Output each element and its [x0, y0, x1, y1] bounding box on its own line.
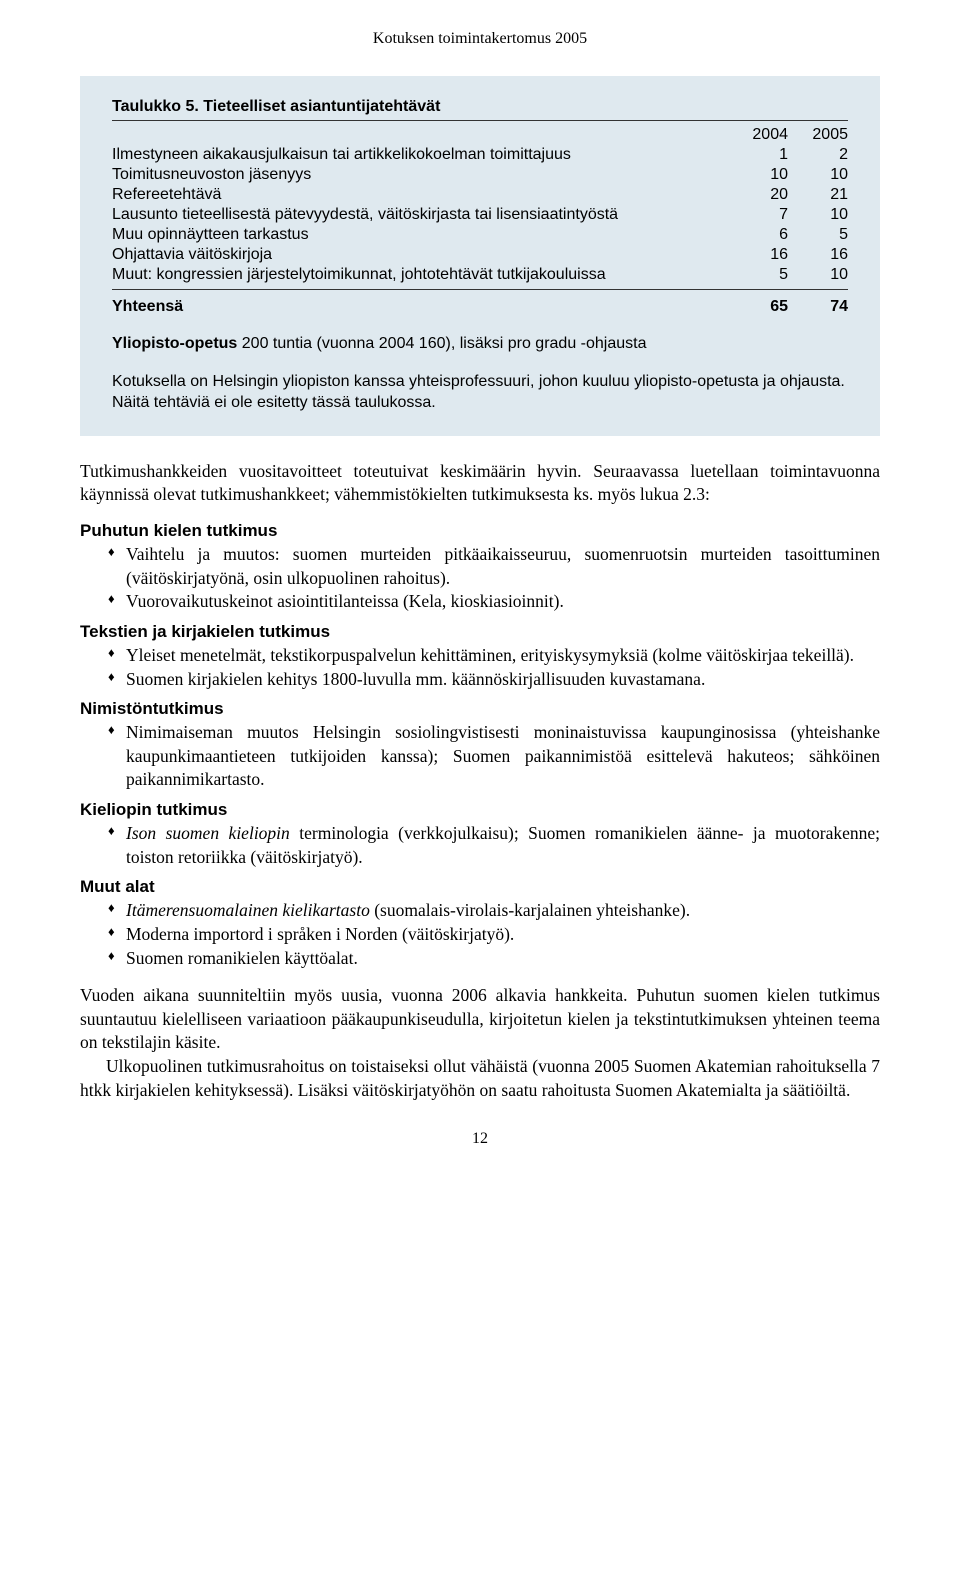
cell: 74 [788, 294, 848, 317]
section-heading: Puhutun kielen tutkimus [80, 521, 880, 541]
section-heading: Kieliopin tutkimus [80, 800, 880, 820]
cell: 1 [728, 145, 788, 165]
cell: Muut: kongressien järjestelytoimikunnat,… [112, 265, 728, 285]
list-item: Vaihtelu ja muutos: suomen murteiden pit… [108, 543, 880, 590]
cell: 5 [728, 265, 788, 285]
list-item: Ison suomen kieliopin terminologia (verk… [108, 822, 880, 869]
table-box: Taulukko 5. Tieteelliset asiantuntijateh… [80, 76, 880, 436]
list-item: Suomen romanikielen käyttöalat. [108, 947, 880, 971]
cell: Yhteensä [112, 294, 728, 317]
col-header: 2005 [788, 125, 848, 145]
cell: 6 [728, 225, 788, 245]
table-row: Muu opinnäytteen tarkastus65 [112, 225, 848, 245]
total-row: Yhteensä 65 74 [112, 294, 848, 317]
table-title: Taulukko 5. Tieteelliset asiantuntijateh… [112, 98, 848, 116]
section-heading: Muut alat [80, 877, 880, 897]
cell: 10 [788, 205, 848, 225]
table-row: Lausunto tieteellisestä pätevyydestä, vä… [112, 205, 848, 225]
cell: 7 [728, 205, 788, 225]
cell: 65 [728, 294, 788, 317]
bullet-list: Itämerensuomalainen kielikartasto (suoma… [80, 899, 880, 970]
list-item: Yleiset menetelmät, tekstikorpuspalvelun… [108, 644, 880, 668]
note-bold: Yliopisto-opetus [112, 335, 237, 352]
note-rest: 200 tuntia (vuonna 2004 160), lisäksi pr… [237, 335, 646, 352]
list-item: Vuorovaikutuskeinot asiointitilanteissa … [108, 590, 880, 614]
bullet-list: Yleiset menetelmät, tekstikorpuspalvelun… [80, 644, 880, 691]
table-row: Ilmestyneen aikakausjulkaisun tai artikk… [112, 145, 848, 165]
section-heading: Tekstien ja kirjakielen tutkimus [80, 622, 880, 642]
cell: 10 [788, 265, 848, 285]
closing-para-2: Ulkopuolinen tutkimusrahoitus on toistai… [80, 1055, 880, 1102]
table-row: Refereetehtävä2021 [112, 185, 848, 205]
list-item: Nimimaiseman muutos Helsingin sosiolingv… [108, 721, 880, 792]
cell: 2 [788, 145, 848, 165]
cell: Refereetehtävä [112, 185, 728, 205]
table-row: Muut: kongressien järjestelytoimikunnat,… [112, 265, 848, 285]
intro-para: Tutkimushankkeiden vuositavoitteet toteu… [80, 460, 880, 507]
cell: 5 [788, 225, 848, 245]
cell: 16 [728, 245, 788, 265]
total-table: Yhteensä 65 74 [112, 294, 848, 317]
table-header-row: 2004 2005 [112, 125, 848, 145]
cell: Ilmestyneen aikakausjulkaisun tai artikk… [112, 145, 728, 165]
divider [112, 120, 848, 121]
bullet-list: Nimimaiseman muutos Helsingin sosiolingv… [80, 721, 880, 792]
page-number: 12 [80, 1130, 880, 1148]
closing-para-1: Vuoden aikana suunniteltiin myös uusia, … [80, 984, 880, 1055]
cell: 16 [788, 245, 848, 265]
cell: 20 [728, 185, 788, 205]
list-item: Itämerensuomalainen kielikartasto (suoma… [108, 899, 880, 923]
table-row: Ohjattavia väitöskirjoja1616 [112, 245, 848, 265]
cell: Toimitusneuvoston jäsenyys [112, 165, 728, 185]
divider [112, 289, 848, 290]
data-table: 2004 2005 Ilmestyneen aikakausjulkaisun … [112, 125, 848, 285]
table-row: Toimitusneuvoston jäsenyys1010 [112, 165, 848, 185]
col-header: 2004 [728, 125, 788, 145]
bullet-list: Ison suomen kieliopin terminologia (verk… [80, 822, 880, 869]
cell: Lausunto tieteellisestä pätevyydestä, vä… [112, 205, 728, 225]
box-note-2: Kotuksella on Helsingin yliopiston kanss… [112, 371, 848, 414]
cell: 10 [728, 165, 788, 185]
box-note-1: Yliopisto-opetus 200 tuntia (vuonna 2004… [112, 333, 848, 355]
cell: Muu opinnäytteen tarkastus [112, 225, 728, 245]
list-item: Moderna importord i språken i Norden (vä… [108, 923, 880, 947]
cell: Ohjattavia väitöskirjoja [112, 245, 728, 265]
section-heading: Nimistöntutkimus [80, 699, 880, 719]
cell: 10 [788, 165, 848, 185]
bullet-list: Vaihtelu ja muutos: suomen murteiden pit… [80, 543, 880, 614]
page-header: Kotuksen toimintakertomus 2005 [80, 30, 880, 48]
list-item: Suomen kirjakielen kehitys 1800-luvulla … [108, 668, 880, 692]
cell: 21 [788, 185, 848, 205]
